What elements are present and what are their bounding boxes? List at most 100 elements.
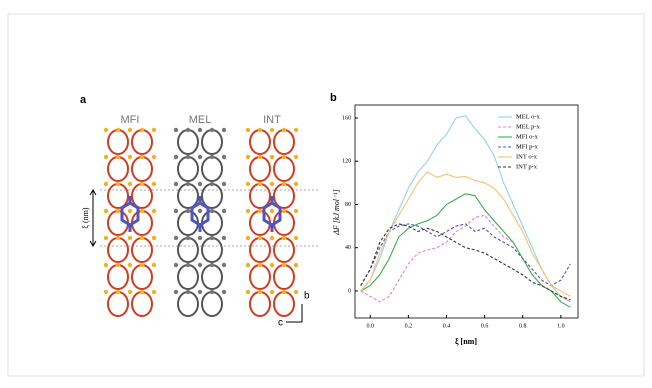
atom [258, 182, 262, 186]
legend-label: MFI p-x [516, 143, 539, 150]
atom [210, 182, 214, 186]
y-tick-label: 120 [342, 159, 351, 165]
atom [140, 263, 144, 267]
atom [222, 263, 226, 267]
atom [186, 263, 190, 267]
framework-label: INT [263, 114, 281, 126]
atom [258, 263, 262, 267]
atom [246, 209, 250, 213]
atom [174, 128, 178, 132]
atom [270, 263, 274, 267]
atom [174, 209, 178, 213]
atom [258, 236, 262, 240]
y-axis-label: ΔF [kJ mol⁻¹] [332, 189, 341, 236]
atom [222, 290, 226, 294]
atom [246, 236, 250, 240]
atom [198, 209, 202, 213]
x-tick-label: 0.8 [519, 323, 527, 329]
atom [152, 128, 156, 132]
atom [270, 236, 274, 240]
atom [294, 263, 298, 267]
atom [116, 182, 120, 186]
atom [198, 290, 202, 294]
atom [210, 155, 214, 159]
atom [140, 155, 144, 159]
atom [294, 236, 298, 240]
atom [152, 290, 156, 294]
atom [116, 209, 120, 213]
atom [152, 209, 156, 213]
atom [128, 236, 132, 240]
atom [282, 263, 286, 267]
legend-label: MEL o-x [516, 113, 541, 120]
atom [210, 209, 214, 213]
atom [104, 236, 108, 240]
atom [116, 236, 120, 240]
atom [116, 263, 120, 267]
atom [294, 290, 298, 294]
atom [198, 263, 202, 267]
legend-label: MFI o-x [516, 133, 539, 140]
atom [186, 155, 190, 159]
atom [104, 128, 108, 132]
atom [282, 128, 286, 132]
atom [270, 182, 274, 186]
atom [270, 209, 274, 213]
atom [152, 182, 156, 186]
atom [104, 263, 108, 267]
atom [294, 128, 298, 132]
legend-label: INT p-x [516, 163, 538, 170]
atom [210, 128, 214, 132]
atom [128, 263, 132, 267]
axis-label: c [278, 318, 283, 329]
atom [282, 209, 286, 213]
atom [246, 263, 250, 267]
atom [174, 182, 178, 186]
atom [104, 155, 108, 159]
atom [174, 290, 178, 294]
atom [140, 209, 144, 213]
atom [198, 155, 202, 159]
atom [294, 209, 298, 213]
x-tick-label: 1.0 [557, 323, 565, 329]
panel-label: a [80, 94, 87, 106]
atom [246, 128, 250, 132]
atom [104, 290, 108, 294]
atom [198, 128, 202, 132]
legend-label: MEL p-x [516, 123, 541, 130]
y-tick-label: 160 [342, 115, 351, 121]
atom [104, 182, 108, 186]
panel-label: b [330, 92, 337, 104]
atom [222, 155, 226, 159]
legend-label: INT o-x [516, 153, 538, 160]
atom [270, 128, 274, 132]
atom [210, 236, 214, 240]
atom [282, 236, 286, 240]
atom [140, 128, 144, 132]
framework-label: MFI [121, 114, 140, 126]
atom [210, 263, 214, 267]
atom [128, 290, 132, 294]
atom [270, 155, 274, 159]
atom [222, 128, 226, 132]
x-tick-label: 0.0 [366, 323, 374, 329]
atom [174, 263, 178, 267]
axis-label: b [304, 291, 310, 302]
atom [152, 263, 156, 267]
atom [222, 182, 226, 186]
y-tick-label: 80 [345, 202, 351, 208]
atom [294, 182, 298, 186]
atom [186, 209, 190, 213]
atom [116, 155, 120, 159]
y-tick-label: 40 [345, 245, 351, 251]
atom [140, 182, 144, 186]
atom [186, 290, 190, 294]
atom [186, 182, 190, 186]
frame [8, 14, 644, 376]
atom [152, 236, 156, 240]
atom [174, 236, 178, 240]
x-axis-label: ξ [nm] [455, 337, 477, 346]
atom [116, 290, 120, 294]
atom [186, 128, 190, 132]
atom [152, 155, 156, 159]
